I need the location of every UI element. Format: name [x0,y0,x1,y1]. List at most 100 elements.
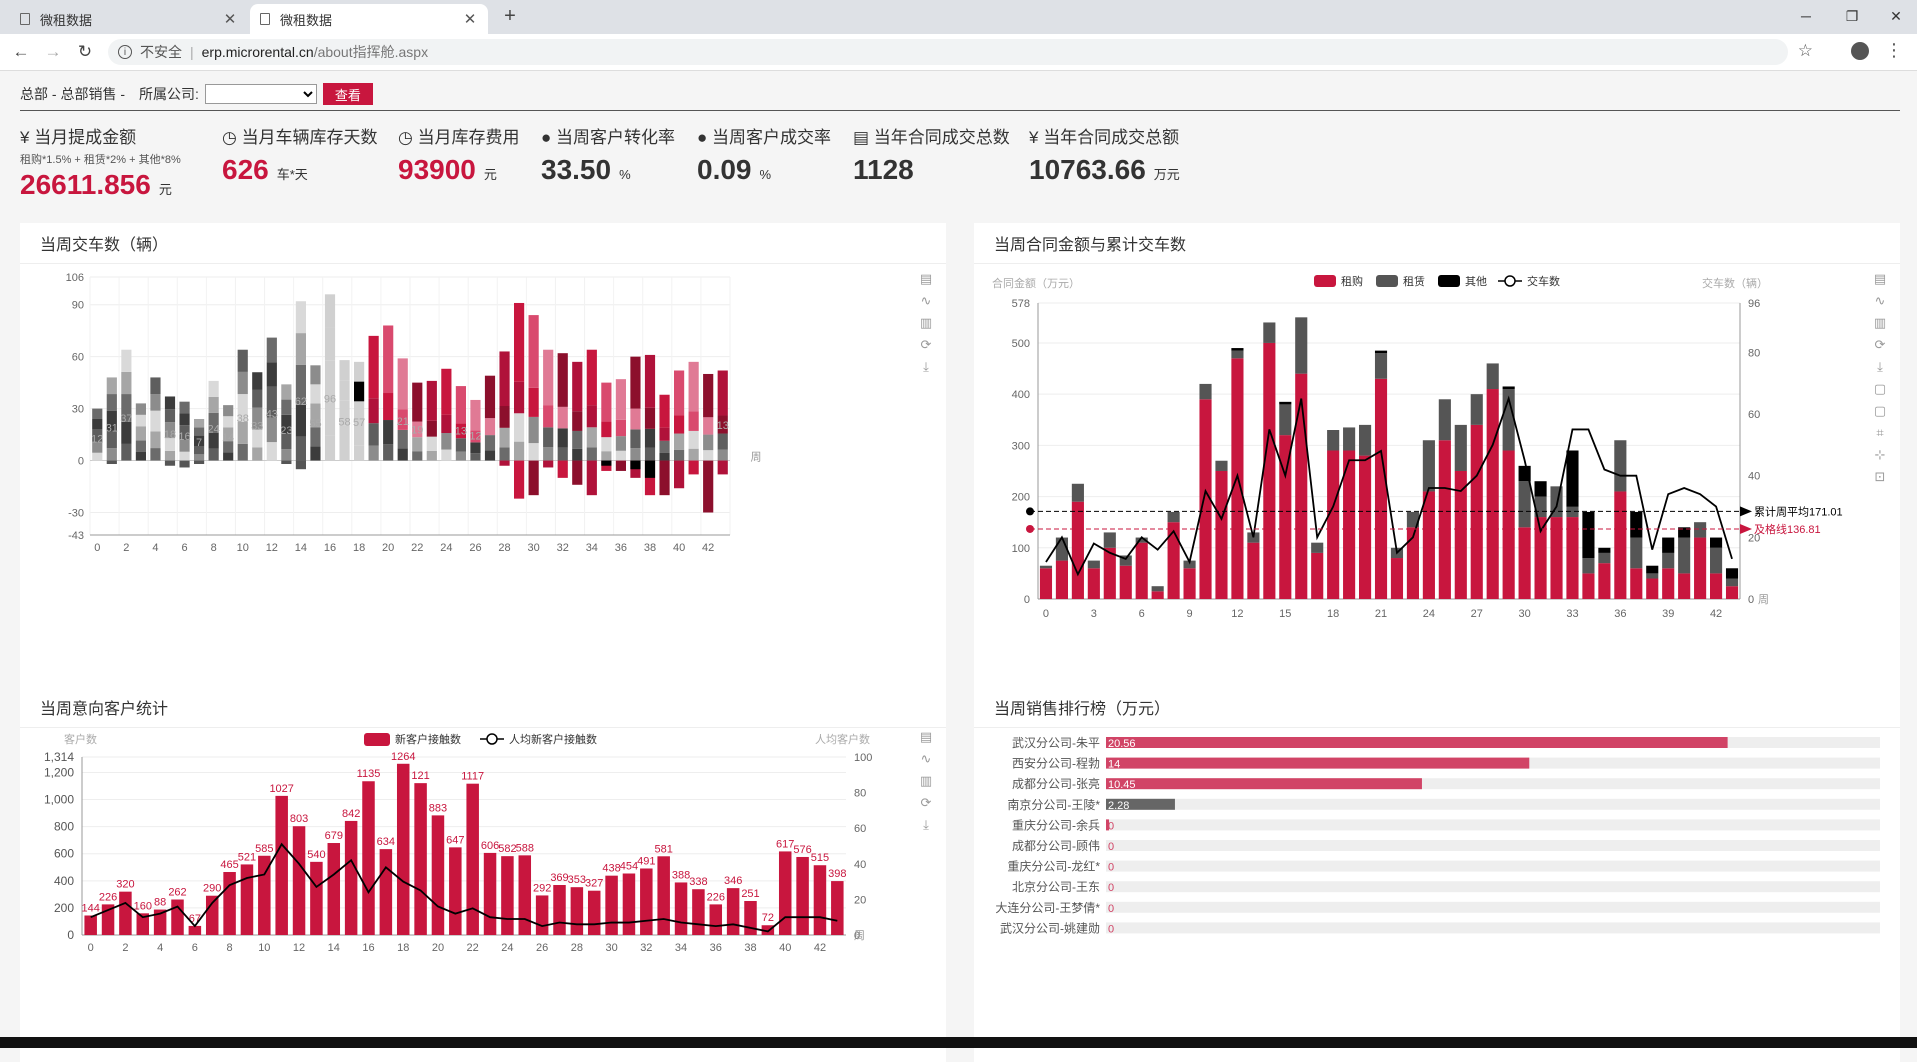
bar-segment [194,418,205,428]
bar-segment [310,365,321,385]
bar-segment [528,416,539,444]
bar [379,849,393,935]
restore-icon[interactable]: ❐ [1845,8,1859,24]
data-label: 540 [307,849,325,861]
close-window-icon[interactable]: ✕ [1890,8,1902,24]
close-icon[interactable]: ✕ [223,11,237,28]
y-axis-name: 客户数 [64,732,97,746]
panel-divider [974,263,1900,264]
bar-negative [194,460,205,465]
browser-tab-2[interactable]: 微租数据 ✕ [250,4,488,34]
data-label: 454 [620,860,638,872]
bar-segment [281,449,292,461]
legend-label: 租赁 [1403,274,1425,288]
bar-segment [514,381,525,414]
bar-segment [601,382,612,422]
bar-segment [1710,573,1723,599]
data-label: 55 [309,418,321,430]
close-icon[interactable]: ✕ [463,11,477,28]
bar-segment [1550,517,1563,599]
bar-segment [572,448,583,461]
bar-segment [412,421,423,438]
bar [518,855,532,935]
bar-segment [499,447,510,461]
bar-segment [1630,511,1643,538]
kpi-title: 当月库存费用 [417,128,520,147]
panel-divider [974,727,1900,728]
bookmark-star-icon[interactable]: ☆ [1797,41,1813,60]
toolbox-icon: ▤ [920,271,932,286]
bar-segment [1662,568,1675,599]
bar-segment [455,423,466,439]
bar-segment [150,448,161,461]
back-icon[interactable]: ← [12,42,30,61]
bar-segment [412,451,423,461]
x-tick-label: 4 [152,542,158,554]
bar-track [1106,901,1880,913]
bar-segment [1359,455,1372,599]
bar-segment [310,384,321,404]
bar-segment [1406,511,1419,528]
bar-segment [644,428,656,448]
bar-segment [426,380,437,421]
bar-segment [557,406,568,429]
bar-segment [1359,424,1372,456]
bar-segment [441,449,452,461]
page-icon [260,13,270,25]
bar-segment [324,402,336,436]
bar-segment [194,454,205,461]
query-button[interactable]: 查看 [322,83,373,105]
bar-segment [484,435,496,451]
browser-tab-1[interactable]: 微租数据 ✕ [10,4,248,34]
y-tick-label: 1,000 [44,793,74,807]
bar-track [1106,922,1880,934]
profile-icon[interactable] [1851,42,1869,60]
bar-segment [1678,527,1691,538]
bar-segment [121,443,132,461]
data-label: 14 [1108,759,1120,771]
data-label: 327 [585,878,603,890]
info-icon[interactable]: i [118,45,132,59]
bar-segment [1374,350,1388,354]
url-field[interactable]: i 不安全 | erp.microrental.cn /about指挥舱.asp… [108,39,1788,65]
x-tick-label: 16 [362,942,374,954]
data-label: 14 [222,432,234,444]
markline-average-dot [1026,507,1034,516]
x-tick-label: 24 [501,942,513,954]
toolbox-icon: ⊹ [1875,447,1886,462]
company-select[interactable] [204,84,317,104]
forward-icon[interactable]: → [44,42,62,61]
bar-segment [164,396,176,410]
bar-track [1106,840,1880,851]
minimize-icon[interactable]: ─ [1801,8,1811,24]
bar [553,885,566,935]
y-tick-label: 300 [1012,440,1030,452]
bar-segment [674,449,685,461]
bar-segment [354,381,365,402]
category-label: 重庆分公司-余兵 [1012,817,1100,832]
bar-segment [324,294,336,328]
bar-segment [557,447,568,461]
bar-segment [1119,565,1132,599]
reload-icon[interactable]: ↻ [77,42,93,61]
new-tab-icon[interactable]: + [504,5,516,27]
clock-icon: ◷ [398,128,418,147]
data-label: 19 [411,424,423,436]
x-tick-label: 0 [94,542,100,554]
bar-segment [470,453,481,461]
bar [535,895,549,935]
bar-segment [295,301,306,334]
bar-segment [644,354,656,408]
bar-segment [208,432,219,449]
bar-segment [1694,537,1707,599]
data-label: 491 [637,855,655,867]
bar-segment [1566,450,1579,507]
x-tick-label: 26 [469,542,481,554]
menu-icon[interactable]: ⋮ [1885,40,1903,60]
bar-segment [572,361,583,412]
kpi-contract-amount: ¥ 当年合同成交总额 10763.66 万元 [1029,123,1180,186]
bar [292,826,306,935]
x-tick-label: 33 [1566,608,1578,620]
x-tick-label: 4 [157,942,163,954]
